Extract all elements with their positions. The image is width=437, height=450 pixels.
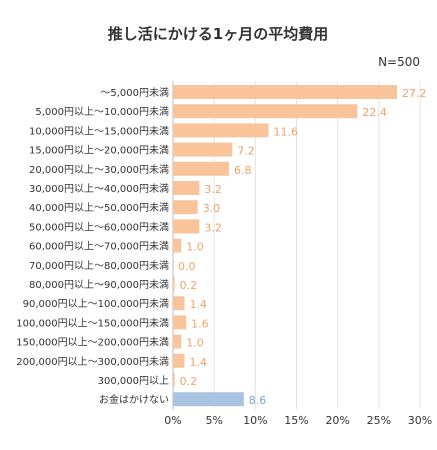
value-label: 3.2 (204, 221, 222, 234)
bar (173, 373, 175, 387)
value-label: 1.4 (190, 298, 208, 311)
category-label: 30,000円以上～40,000円未満 (29, 183, 169, 195)
category-label: 60,000円以上～70,000円未満 (29, 241, 169, 253)
category-label: 10,000円以上～15,000円未満 (29, 125, 169, 137)
value-label: 0.2 (180, 375, 198, 388)
category-label: 80,000円以上～90,000円未満 (29, 279, 169, 291)
category-label: 20,000円以上～30,000円未満 (29, 164, 169, 176)
sample-size-note: N=500 (378, 55, 420, 69)
chart-title: 推し活にかける1ヶ月の平均費用 (108, 25, 328, 43)
value-label: 1.0 (186, 241, 204, 254)
category-label: 150,000円以上～200,000円未満 (16, 337, 169, 349)
bar (173, 296, 185, 311)
bar (173, 277, 175, 291)
category-label: 100,000円以上～150,000円未満 (16, 317, 169, 329)
value-label: 11.6 (274, 125, 299, 138)
value-label: 0.2 (180, 279, 198, 292)
x-tick-label: 15% (284, 414, 308, 427)
category-label: 5,000円以上～10,000円未満 (35, 106, 169, 118)
bars (173, 85, 397, 407)
value-label: 27.2 (402, 87, 427, 100)
value-label: 7.2 (237, 145, 255, 158)
bar (173, 238, 182, 253)
category-label: 200,000円以上～300,000円未満 (16, 356, 169, 368)
category-label: 300,000円以上 (98, 375, 169, 387)
category-label: 90,000円以上～100,000円未満 (23, 298, 169, 310)
value-label: 6.8 (234, 164, 252, 177)
x-tick-label: 25% (367, 414, 391, 427)
bar (173, 161, 229, 176)
bar (173, 315, 187, 330)
value-label: 1.0 (186, 337, 204, 350)
value-label: 0.0 (178, 260, 196, 273)
bar (173, 181, 200, 195)
x-tick-label: 20% (325, 414, 349, 427)
value-label: 1.4 (190, 356, 208, 369)
value-label: 8.6 (249, 394, 267, 407)
x-tick-label: 30% (408, 414, 432, 427)
value-label: 3.0 (203, 202, 221, 215)
category-label: お金はかけない (99, 393, 169, 406)
category-label: 15,000円以上～20,000円未満 (29, 145, 169, 157)
bar (173, 200, 198, 215)
value-label: 1.6 (191, 317, 209, 330)
bar (173, 334, 182, 349)
bar (173, 219, 200, 234)
bar (173, 85, 397, 99)
value-label: 22.4 (362, 106, 387, 119)
bar (173, 353, 185, 368)
value-labels: 27.222.411.67.26.83.23.03.21.00.00.21.41… (178, 87, 426, 407)
x-tick-label: 5% (205, 414, 222, 427)
category-labels: ～5,000円未満 5,000円以上～10,000円未満 10,000円以上～15,… (16, 87, 169, 406)
category-label: ～5,000円未満 (100, 87, 169, 99)
value-label: 3.2 (204, 183, 222, 196)
x-axis-ticks: 0% 5% 10% 15% 20% 25% 30% (164, 414, 432, 427)
bar (173, 142, 233, 157)
category-label: 40,000円以上～50,000円未満 (29, 202, 169, 214)
bar (173, 392, 244, 407)
x-tick-label: 0% (164, 414, 181, 427)
bar (173, 123, 269, 138)
category-label: 50,000円以上～60,000円未満 (29, 221, 169, 233)
bar (173, 104, 358, 119)
category-label: 70,000円以上～80,000円未満 (29, 260, 169, 272)
x-tick-label: 10% (243, 414, 267, 427)
